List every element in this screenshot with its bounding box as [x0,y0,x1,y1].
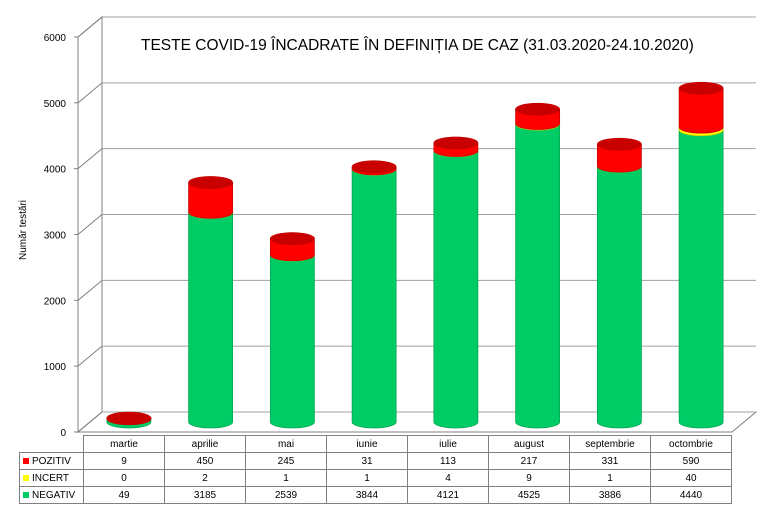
floor [76,411,758,433]
category-label: mai [245,435,327,453]
y-tick-label: 3000 [44,231,67,242]
bar-segment [188,211,234,429]
y-tick-label: 2000 [44,296,67,307]
y-tick-label: 1000 [44,362,67,373]
bar-top [106,411,152,425]
bar-segment [515,123,561,429]
gridline-diag [77,214,103,235]
y-axis-label: Număr testări [18,200,29,261]
data-label: 3886 [569,486,651,504]
series-label: NEGATIV [19,486,84,504]
series-name: INCERT [32,472,70,484]
bar-top [596,137,642,151]
data-label: 590 [650,452,732,470]
chart-title: TESTE COVID-19 ÎNCADRATE ÎN DEFINIȚIA DE… [141,37,694,54]
category-label: iulie [407,435,489,453]
data-label: 217 [488,452,570,470]
bar-top [188,176,234,189]
gridline-diag [77,148,103,170]
data-label: 4525 [488,486,570,504]
table-row: NEGATIV 49 3185 2539 3844 4121 4525 3886 4440 [19,486,732,504]
legend-key [23,457,29,464]
category-label: august [488,435,570,453]
table-corner [20,436,84,453]
bar-top [678,81,724,95]
category-label: septembrie [569,435,651,453]
data-label: 1 [326,469,408,487]
data-label: 4440 [650,486,732,504]
bar-segment [596,143,642,173]
y-tick-label: 5000 [44,99,67,110]
y-tick-label: 6000 [44,33,67,44]
category-label: martie [83,435,165,453]
data-label: 9 [488,469,570,487]
bar-top [433,136,479,150]
data-label: 31 [326,452,408,470]
bar-segment [433,150,479,429]
table-row: POZITIV 9 450 245 31 113 217 331 590 [19,452,732,470]
data-label: 245 [245,452,327,470]
data-label: 331 [569,452,651,470]
table-row: INCERT 0 2 1 1 4 9 1 40 [19,469,732,487]
gridline-diag [77,345,103,367]
data-label: 4 [407,469,489,487]
bar-segment [351,168,397,429]
data-label: 40 [650,469,732,487]
bar-top [515,102,561,116]
category-label: iunie [326,435,408,453]
gridline-diag [77,279,103,301]
data-label: 0 [83,469,165,487]
bar-segment [596,165,642,429]
bar-segment [678,87,724,134]
data-label: 3185 [164,486,246,504]
series-label: INCERT [19,469,84,487]
category-label: octombrie [650,435,732,453]
gridline-diag [77,411,103,433]
legend-key [23,474,29,481]
data-label: 1 [245,469,327,487]
data-label: 49 [83,486,165,504]
series-name: NEGATIV [32,489,76,501]
y-tick-label: 0 [60,428,66,439]
category-label: aprilie [164,435,246,453]
data-table: martie aprilie mai iunie iulie august septembr… [19,435,732,504]
series-label: POZITIV [19,452,84,470]
data-label: 1 [569,469,651,487]
bar-top [269,232,315,246]
gridline-diag [77,82,103,104]
data-label: 450 [164,452,246,470]
gridline-diag [77,16,103,38]
series-name: POZITIV [32,455,71,467]
bar-segment [188,182,234,219]
data-label: 9 [83,452,165,470]
bar-segment [678,129,724,429]
data-label: 3844 [326,486,408,504]
data-label: 113 [407,452,489,470]
bar-segment [269,254,315,429]
bar-top [351,160,397,174]
data-label: 2539 [245,486,327,504]
data-label: 4121 [407,486,489,504]
legend-key [23,491,29,498]
data-label: 2 [164,469,246,487]
y-tick-label: 4000 [44,165,67,176]
